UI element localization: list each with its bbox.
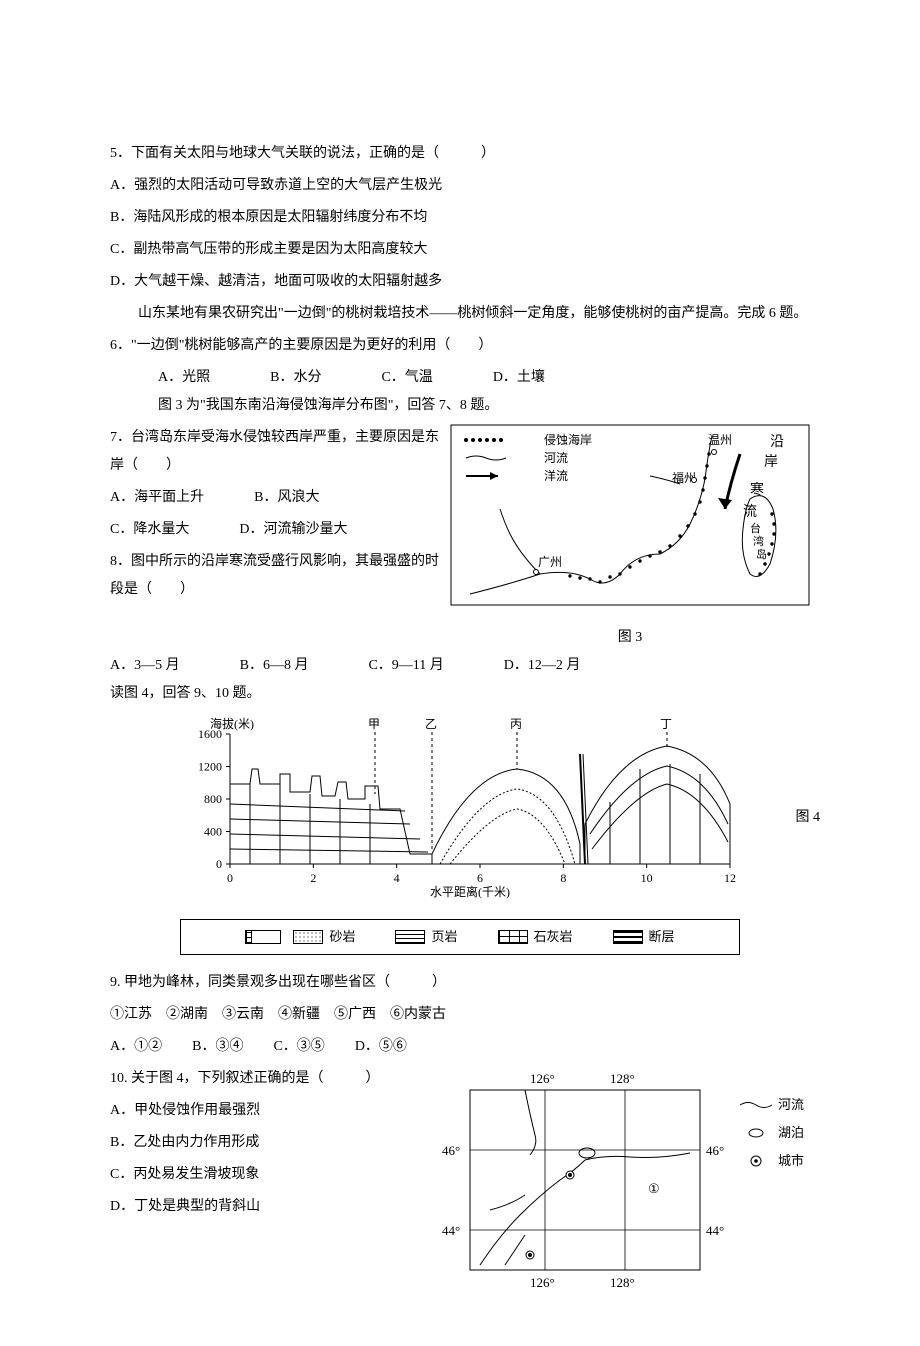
fig5-leg-city: 城市 xyxy=(778,1153,804,1168)
svg-text:岛: 岛 xyxy=(756,547,767,561)
fig5-lat-44r: 44° xyxy=(706,1223,724,1238)
q7-opt-c: C．降水量大 xyxy=(110,516,189,544)
svg-text:0: 0 xyxy=(216,857,222,871)
leg-fault: 断层 xyxy=(649,924,675,950)
q5-opt-b: B．海陆风形成的根本原因是太阳辐射纬度分布不均 xyxy=(110,204,810,232)
leg-lime: 石灰岩 xyxy=(534,924,573,950)
fig4-ding: 丁 xyxy=(660,717,672,731)
svg-text:台: 台 xyxy=(750,521,761,535)
fig5-lat-46l: 46° xyxy=(442,1143,460,1158)
figure-3: 侵蚀海岸 河流 洋流 温州 福州 广州 xyxy=(450,424,810,652)
q8-opt-d: D．12—2 月 xyxy=(504,652,581,680)
svg-text:6: 6 xyxy=(477,871,483,885)
fig3-leg-erode: 侵蚀海岸 xyxy=(544,432,592,447)
q6-opt-d: D．土壤 xyxy=(493,364,545,392)
q8-opt-b: B．6—8 月 xyxy=(240,652,309,680)
svg-text:岸: 岸 xyxy=(764,454,778,470)
fig5-lon-128b: 128° xyxy=(610,1275,635,1290)
fig5-lon-126b: 126° xyxy=(530,1275,555,1290)
q6-opt-c: C．气温 xyxy=(381,364,432,392)
svg-text:1200: 1200 xyxy=(198,760,222,774)
figure-3-caption: 图 3 xyxy=(450,624,810,652)
leg-sand: 砂岩 xyxy=(329,924,355,950)
svg-text:2: 2 xyxy=(310,871,316,885)
fig5-lon-128t: 128° xyxy=(610,1071,635,1086)
svg-text:1600: 1600 xyxy=(198,727,222,741)
fig4-bing: 丙 xyxy=(510,717,522,731)
q5-opt-c: C．副热带高气压带的形成主要是因为太阳高度较大 xyxy=(110,236,810,264)
q6-intro: 山东某地有果农研究出"一边倒"的桃树栽培技术——桃树倾斜一定角度，能够使桃树的亩… xyxy=(110,300,810,328)
q7-intro: 图 3 为"我国东南沿海侵蚀海岸分布图"，回答 7、8 题。 xyxy=(110,392,810,420)
q6-stem: 6．"一边倒"桃树能够高产的主要原因是为更好的利用（ ） xyxy=(110,332,810,360)
figure-4-legend: 砂岩 页岩 石灰岩 断层 xyxy=(180,919,740,955)
q6-opt-a: A．光照 xyxy=(158,364,210,392)
q8-opt-c: C．9—11 月 xyxy=(368,652,443,680)
fig4-yi: 乙 xyxy=(425,717,437,731)
fig5-leg-river: 河流 xyxy=(778,1097,804,1112)
svg-text:800: 800 xyxy=(204,792,222,806)
q9-stem: 9. 甲地为峰林，同类景观多出现在哪些省区（ ） xyxy=(110,969,810,997)
figure-4: 海拔(米) 040080012001600 024681012 水平距离(千米)… xyxy=(110,714,810,915)
fig4-xlabel: 水平距离(千米) xyxy=(430,884,510,899)
q8-stem: 8．图中所示的沿岸寒流受盛行风影响，其最强盛的时段是（ ） xyxy=(110,548,440,604)
fig3-leg-river: 河流 xyxy=(544,451,568,465)
q5-opt-a: A．强烈的太阳活动可导致赤道上空的大气层产生极光 xyxy=(110,172,810,200)
svg-text:400: 400 xyxy=(204,825,222,839)
fig3-city-gz: 广州 xyxy=(538,555,562,569)
q7-opt-a: A．海平面上升 xyxy=(110,484,204,512)
figure-4-caption: 图 4 xyxy=(796,804,821,832)
svg-text:湾: 湾 xyxy=(753,534,764,548)
q7-opt-b: B．风浪大 xyxy=(254,484,319,512)
q9-opt-d: D．⑤⑥ xyxy=(355,1033,407,1061)
q7-opt-d: D．河流输沙量大 xyxy=(239,516,347,544)
fig5-lat-46r: 46° xyxy=(706,1143,724,1158)
fig5-lat-44l: 44° xyxy=(442,1223,460,1238)
q9-opt-b: B．③④ xyxy=(192,1033,243,1061)
q8-opt-a: A．3—5 月 xyxy=(110,652,180,680)
svg-text:寒: 寒 xyxy=(750,481,764,498)
figure-5: 126° 128° 126° 128° 46° 46° 44° 44° ① 河流… xyxy=(430,1065,810,1306)
fig4-jia: 甲 xyxy=(368,717,380,731)
fig3-city-wz: 温州 xyxy=(708,433,732,447)
svg-text:0: 0 xyxy=(227,871,233,885)
svg-text:12: 12 xyxy=(724,871,736,885)
q5-stem: 5．下面有关太阳与地球大气关联的说法，正确的是（ ） xyxy=(110,140,810,168)
fig5-leg-lake: 湖泊 xyxy=(778,1125,804,1140)
q6-opt-b: B．水分 xyxy=(270,364,321,392)
q9-list: ①江苏 ②湖南 ③云南 ④新疆 ⑤广西 ⑥内蒙古 xyxy=(110,1001,810,1029)
svg-text:流: 流 xyxy=(743,504,757,520)
q7-stem: 7．台湾岛东岸受海水侵蚀较西岸严重，主要原因是东岸（ ） xyxy=(110,424,440,480)
fig5-mark: ① xyxy=(648,1181,660,1196)
leg-shale: 页岩 xyxy=(431,924,457,950)
q9-opt-a: A．①② xyxy=(110,1033,162,1061)
q5-opt-d: D．大气越干燥、越清洁，地面可吸收的太阳辐射越多 xyxy=(110,268,810,296)
q9-opt-c: C．③⑤ xyxy=(273,1033,324,1061)
svg-text:8: 8 xyxy=(560,871,566,885)
svg-text:沿: 沿 xyxy=(770,434,784,450)
q9-intro: 读图 4，回答 9、10 题。 xyxy=(110,680,810,708)
fig3-leg-current: 洋流 xyxy=(544,468,568,483)
svg-text:10: 10 xyxy=(641,871,653,885)
svg-text:4: 4 xyxy=(394,871,400,885)
fig5-lon-126t: 126° xyxy=(530,1071,555,1086)
